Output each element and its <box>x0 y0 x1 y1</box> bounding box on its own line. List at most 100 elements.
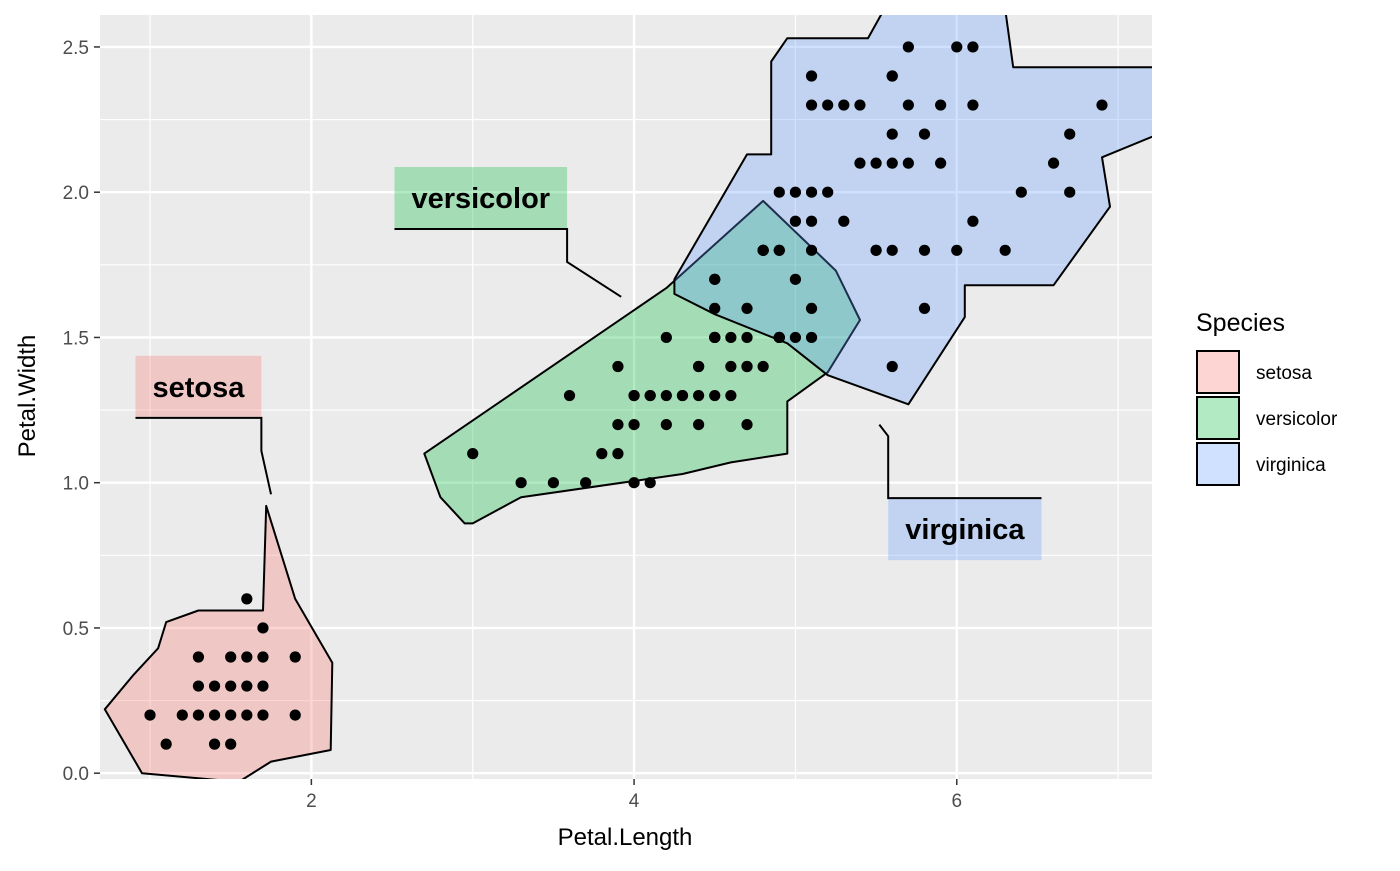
setosa-point <box>208 709 221 721</box>
grid-minor <box>100 15 1152 779</box>
virginica-point <box>902 41 914 53</box>
versicolor-point <box>709 331 721 344</box>
virginica-point <box>773 244 785 256</box>
versicolor-point <box>596 448 608 460</box>
setosa-point <box>241 593 253 605</box>
versicolor-point <box>628 389 640 402</box>
versicolor-point <box>676 389 689 402</box>
versicolor-point <box>515 477 527 489</box>
versicolor-point <box>660 418 672 431</box>
virginica-point <box>967 99 979 111</box>
virginica-point <box>805 331 818 344</box>
legend-label-setosa: setosa <box>1256 363 1312 384</box>
versicolor-point <box>612 418 624 431</box>
versicolor-callout-box <box>394 167 568 230</box>
virginica-point <box>822 99 834 111</box>
versicolor-point <box>805 302 818 314</box>
versicolor-point <box>709 302 721 314</box>
setosa-hull <box>103 504 334 779</box>
setosa-point <box>176 709 188 721</box>
virginica-point <box>805 244 818 256</box>
versicolor-point <box>757 360 769 373</box>
versicolor-point <box>563 389 576 402</box>
x-tick-label: 4 <box>629 791 640 812</box>
setosa-point <box>160 738 172 750</box>
y-tick-label: 2.5 <box>63 38 89 59</box>
virginica-point <box>854 99 866 111</box>
virginica-point <box>709 273 721 285</box>
versicolor-point <box>644 477 656 489</box>
virginica-point <box>805 186 818 198</box>
setosa-point <box>289 709 301 721</box>
virginica-callout: virginica <box>878 423 1042 561</box>
versicolor-point <box>693 360 705 373</box>
setosa-point <box>241 680 253 692</box>
virginica-point <box>902 99 914 111</box>
setosa-point <box>257 651 269 663</box>
versicolor-callout: versicolor <box>394 167 622 298</box>
virginica-point <box>886 128 898 140</box>
setosa-point <box>208 680 221 692</box>
versicolor-point <box>773 331 785 344</box>
virginica-point <box>886 157 898 169</box>
virginica-point <box>1096 99 1108 111</box>
virginica-point <box>789 215 802 227</box>
virginica-point <box>789 331 802 344</box>
y-axis: 0.0 0.5 1.0 1.5 2.0 2.5 <box>63 38 100 785</box>
setosa-point <box>225 651 237 663</box>
virginica-point <box>854 157 866 169</box>
versicolor-point <box>725 360 737 373</box>
setosa-point <box>257 622 269 634</box>
versicolor-callout-label: versicolor <box>411 183 550 215</box>
setosa-point <box>225 738 237 750</box>
virginica-point <box>886 70 898 82</box>
setosa-callout: setosa <box>135 355 273 495</box>
virginica-point <box>918 244 931 256</box>
virginica-point <box>935 157 947 169</box>
setosa-point <box>144 709 156 721</box>
virginica-point <box>1064 186 1076 198</box>
y-tick-label: 2.0 <box>63 183 89 204</box>
plot-panel <box>100 15 1152 779</box>
legend-label-virginica: virginica <box>1256 455 1326 476</box>
setosa-callout-leader <box>135 416 273 495</box>
virginica-point <box>902 157 914 169</box>
legend-title: Species <box>1196 309 1285 337</box>
virginica-point <box>1064 128 1076 140</box>
y-tick-label: 1.5 <box>63 328 89 349</box>
virginica-point <box>951 41 963 53</box>
virginica-point <box>805 215 818 227</box>
y-tick-label: 0.0 <box>63 764 89 785</box>
versicolor-point <box>741 331 753 344</box>
versicolor-callout-leader <box>394 228 622 298</box>
virginica-point <box>999 244 1011 256</box>
versicolor-point <box>660 389 672 402</box>
setosa-point <box>192 709 205 721</box>
y-tick-label: 1.0 <box>63 474 89 495</box>
virginica-point <box>935 99 947 111</box>
virginica-point <box>951 244 963 256</box>
setosa-point <box>241 709 253 721</box>
versicolor-point <box>644 389 656 402</box>
versicolor-point <box>709 389 721 402</box>
virginica-point <box>886 360 898 373</box>
versicolor-hull <box>423 199 861 525</box>
versicolor-point <box>741 418 753 431</box>
versicolor-point <box>693 389 705 402</box>
virginica-point <box>838 215 850 227</box>
data-points <box>144 41 1108 750</box>
x-tick-label: 2 <box>306 791 317 812</box>
virginica-callout-leader <box>878 423 1042 500</box>
x-axis-title: Petal.Length <box>558 824 693 851</box>
virginica-point <box>805 99 818 111</box>
setosa-callout-label: setosa <box>152 372 245 404</box>
virginica-callout-label: virginica <box>905 514 1025 546</box>
versicolor-point <box>725 331 737 344</box>
virginica-point <box>870 244 882 256</box>
virginica-point <box>822 186 834 198</box>
setosa-point <box>192 680 205 692</box>
setosa-point <box>208 738 221 750</box>
virginica-point <box>967 41 979 53</box>
